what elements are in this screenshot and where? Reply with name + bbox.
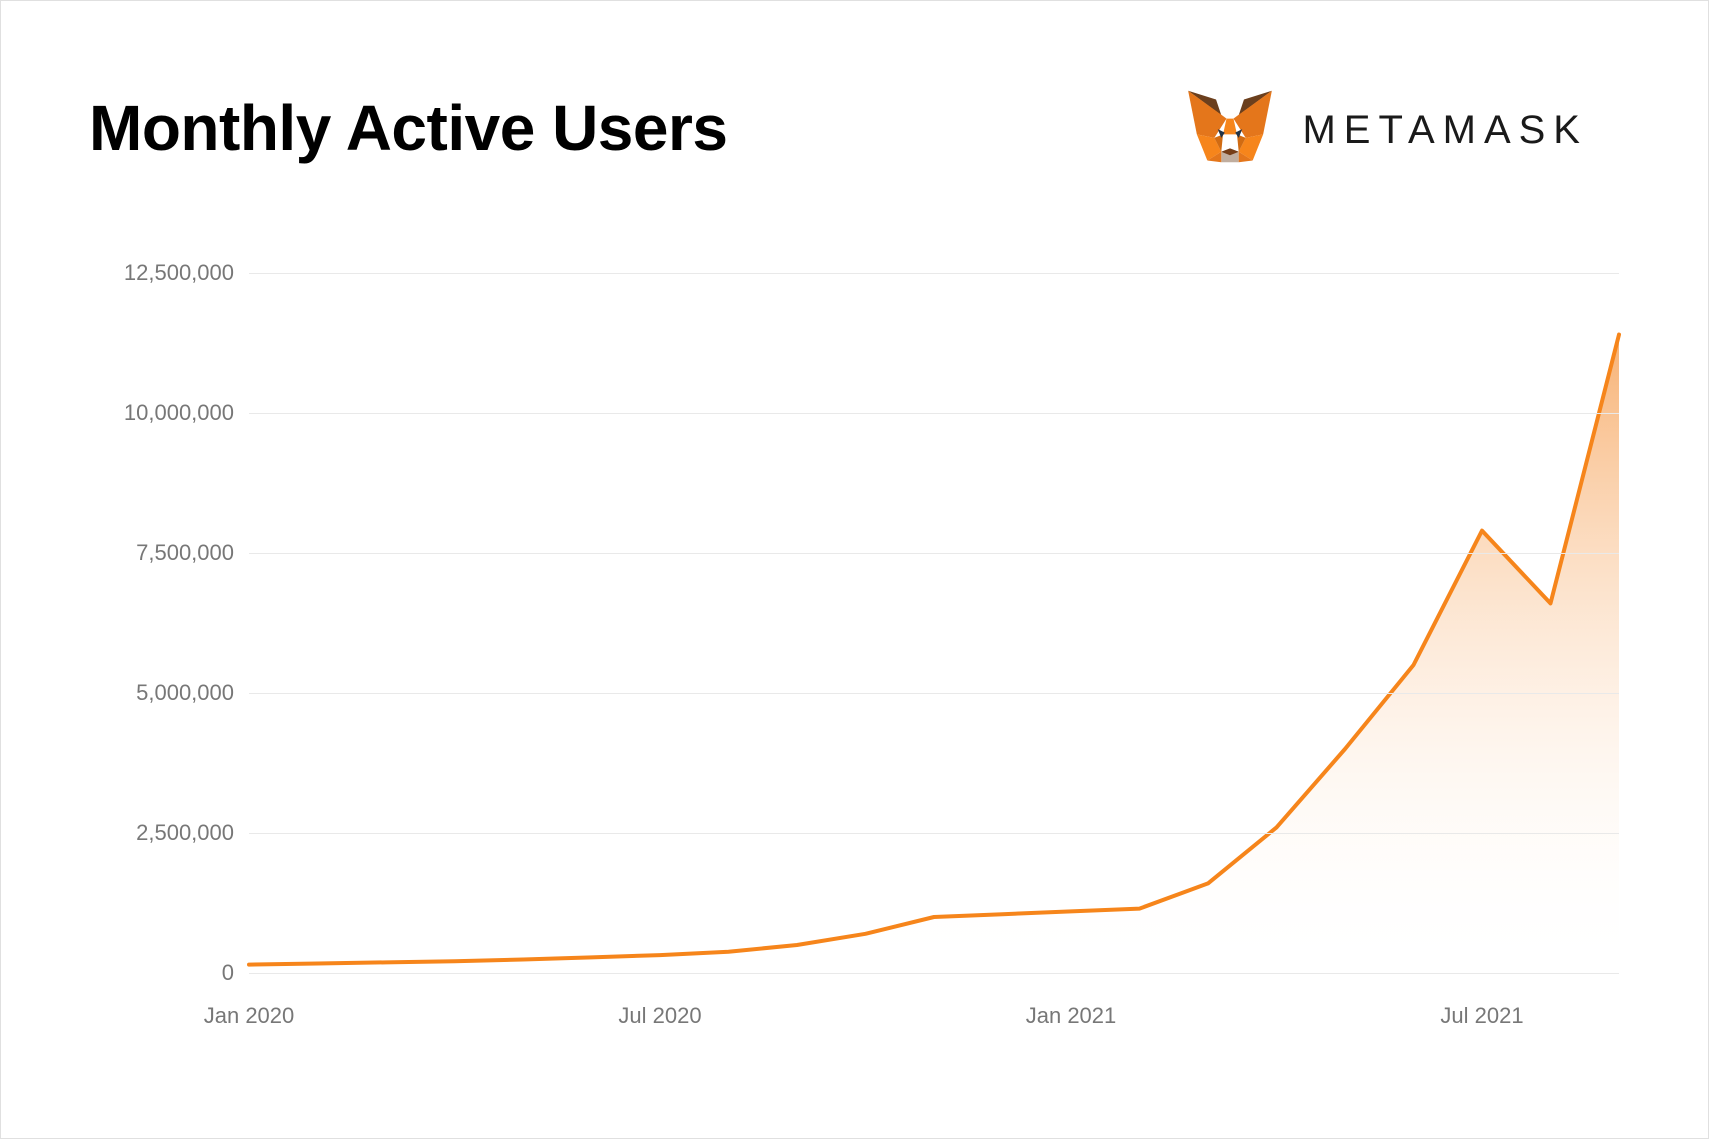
chart-area: 02,500,0005,000,0007,500,00010,000,00012… — [89, 273, 1619, 1043]
area-fill — [249, 335, 1619, 973]
grid-line — [249, 553, 1619, 554]
brand-name: METAMASK — [1302, 108, 1588, 153]
y-axis-label: 2,500,000 — [89, 820, 234, 846]
area-svg — [249, 273, 1619, 973]
y-axis-label: 7,500,000 — [89, 540, 234, 566]
y-axis-label: 12,500,000 — [89, 260, 234, 286]
x-axis-label: Jul 2020 — [618, 1003, 701, 1029]
y-axis-label: 5,000,000 — [89, 680, 234, 706]
x-axis-label: Jan 2021 — [1026, 1003, 1117, 1029]
grid-line — [249, 413, 1619, 414]
y-axis-label: 0 — [89, 960, 234, 986]
y-axis-label: 10,000,000 — [89, 400, 234, 426]
grid-line — [249, 693, 1619, 694]
grid-line — [249, 273, 1619, 274]
plot-region — [249, 273, 1619, 973]
grid-line — [249, 833, 1619, 834]
x-axis-label: Jul 2021 — [1440, 1003, 1523, 1029]
x-axis-label: Jan 2020 — [204, 1003, 295, 1029]
metamask-fox-icon — [1186, 89, 1274, 171]
brand-block: METAMASK — [1186, 89, 1588, 171]
chart-card: Monthly Active Users — [0, 0, 1709, 1139]
grid-line — [249, 973, 1619, 974]
chart-title: Monthly Active Users — [89, 91, 727, 165]
